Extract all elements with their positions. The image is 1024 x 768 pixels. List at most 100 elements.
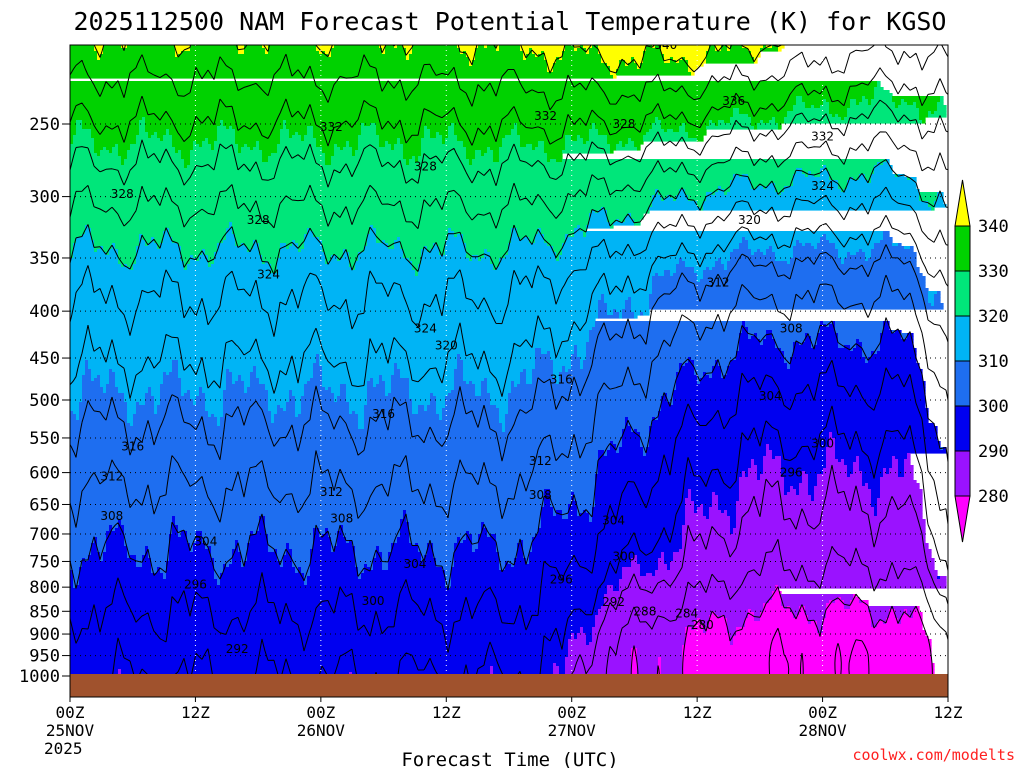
x-tick-label: 00Z [808,703,837,722]
contour-line [555,464,948,697]
colorbar: 340 330 320 310 300 290 280 [954,179,1009,543]
contour-label: 304 [194,534,217,548]
y-tick-label: 750 [29,552,60,572]
x-tick-label: 12Z [432,703,461,722]
contour-label: 340 [654,38,677,52]
contour-label: 288 [633,604,656,618]
colorbar-label: 310 [978,352,1009,372]
contour-label: 308 [780,322,803,336]
contour-label: 312 [320,485,343,499]
x-tick-label: 00Z [56,703,85,722]
contour-label: 320 [435,338,458,352]
colorbar-swatch [954,315,971,362]
colorbar-swatch [954,360,971,407]
contour-label: 300 [811,437,834,451]
contour-label: 316 [550,373,573,387]
y-tick-label: 500 [29,391,60,411]
contour-line [70,159,948,275]
y-axis: 250 300 350 400 450 500 550 600 650 700 750 800 850 9… [19,115,70,687]
colorbar-label: 300 [978,397,1009,417]
contour-label: 296 [780,466,803,480]
x-tick-label: 28NOV [798,721,847,740]
x-axis-label: Forecast Time (UTC) [401,749,618,768]
grid-lines [70,45,948,697]
y-tick-label: 1000 [19,667,60,687]
colorbar-swatch [954,179,971,227]
contour-label: 332 [534,109,557,123]
contour-label: 292 [602,595,625,609]
y-tick-label: 650 [29,495,60,515]
x-tick-label: 00Z [306,703,335,722]
y-tick-label: 700 [29,525,60,545]
contour-label: 324 [811,179,834,193]
colorbar-label: 320 [978,307,1009,327]
colorbar-label: 340 [978,217,1009,237]
contour-label: 332 [320,120,343,134]
contour-label: 316 [121,440,144,454]
contour-label: 312 [100,470,123,484]
contour-label: 304 [602,514,625,528]
x-tick-label: 12Z [934,703,963,722]
x-tick-label: 00Z [557,703,586,722]
contour-line [70,99,948,188]
y-tick-label: 450 [29,349,60,369]
y-tick-label: 850 [29,602,60,622]
colorbar-swatch [954,495,971,543]
contour-line [605,538,948,697]
contour-label: 308 [330,511,353,525]
colorbar-swatch [954,225,971,272]
contour-line [70,274,948,528]
contour-label: 312 [529,454,552,468]
contour-label: 292 [226,642,249,656]
contour-line [70,360,948,653]
contour-label: 312 [707,275,730,289]
y-tick-label: 800 [29,578,60,598]
colorbar-swatch [954,405,971,452]
contour-lines [70,45,948,697]
contour-label: 324 [257,268,280,282]
contour-line [70,244,948,462]
contour-label: 304 [403,557,426,571]
contour-line [70,215,948,399]
contour-label: 280 [691,618,714,632]
contour-line [70,45,948,111]
x-tick-label: 12Z [181,703,210,722]
y-tick-label: 900 [29,625,60,645]
y-tick-label: 950 [29,647,60,667]
contour-label: 332 [811,130,834,144]
chart-title: 2025112500 NAM Forecast Potential Temper… [74,7,947,36]
y-tick-label: 550 [29,429,60,449]
y-tick-label: 600 [29,464,60,484]
contour-label: 316 [372,407,395,421]
contour-label: 328 [111,187,134,201]
contour-label: 296 [550,573,573,587]
contour-label: 328 [613,117,636,131]
x-tick-label: 27NOV [548,721,597,740]
contour-label: 328 [414,159,437,173]
contour-line [70,131,948,230]
contour-label: 308 [100,509,123,523]
contour-label: 300 [613,550,636,564]
x-tick-label: 26NOV [297,721,346,740]
ground-strip [70,674,948,697]
colorbar-swatch [954,450,971,497]
contour-label: 336 [722,94,745,108]
colorbar-label: 290 [978,442,1009,462]
contour-label: 324 [414,322,437,336]
colorbar-label: 330 [978,262,1009,282]
x-tick-label: 12Z [683,703,712,722]
plot-frame [69,44,949,698]
colorbar-swatch [954,270,971,317]
x-tick-label: 25NOV [46,721,95,740]
contour-labels: 340 336 332 332 328 332 328 328 324 328 320 324 312 3… [100,38,834,656]
y-tick-label: 400 [29,302,60,322]
contour-line [93,45,782,74]
y-tick-label: 250 [29,115,60,135]
contour-label: 320 [738,213,761,227]
x-tick-label: 2025 [44,739,83,758]
credit-text: coolwx.com/modelts [852,746,1015,764]
contour-label: 304 [759,389,782,403]
colorbar-label: 280 [978,487,1009,507]
